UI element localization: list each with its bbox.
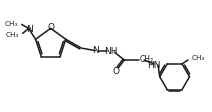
Text: O: O xyxy=(113,67,120,76)
Text: N: N xyxy=(92,46,99,55)
Text: O: O xyxy=(48,23,55,32)
Text: CH₃: CH₃ xyxy=(192,55,205,60)
Text: CH₃: CH₃ xyxy=(4,21,18,27)
Text: NH: NH xyxy=(105,46,118,55)
Text: CH₂: CH₂ xyxy=(140,55,154,64)
Text: CH₃: CH₃ xyxy=(5,32,19,38)
Text: HN: HN xyxy=(147,61,161,70)
Text: N: N xyxy=(26,25,33,34)
